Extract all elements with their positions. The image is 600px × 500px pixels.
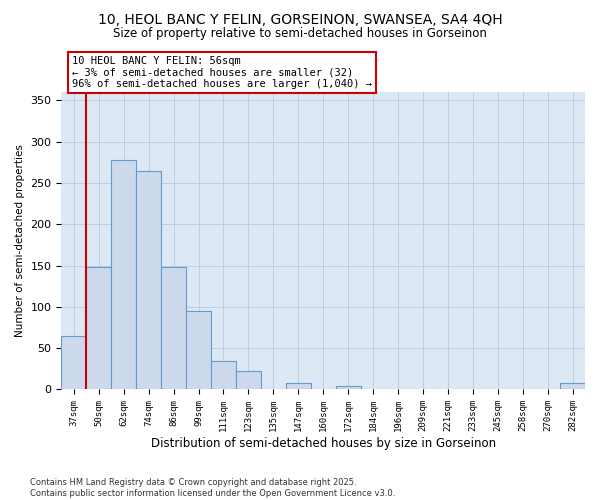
Text: Contains HM Land Registry data © Crown copyright and database right 2025.
Contai: Contains HM Land Registry data © Crown c…	[30, 478, 395, 498]
Bar	[186, 311, 211, 390]
Bar	[286, 383, 311, 390]
Y-axis label: Number of semi-detached properties: Number of semi-detached properties	[15, 144, 25, 337]
Text: 10, HEOL BANC Y FELIN, GORSEINON, SWANSEA, SA4 4QH: 10, HEOL BANC Y FELIN, GORSEINON, SWANSE…	[98, 12, 502, 26]
Bar	[61, 336, 86, 390]
Bar	[136, 170, 161, 390]
Bar	[161, 267, 186, 390]
Bar	[236, 372, 261, 390]
Bar	[335, 386, 361, 390]
Bar	[211, 360, 236, 390]
X-axis label: Distribution of semi-detached houses by size in Gorseinon: Distribution of semi-detached houses by …	[151, 437, 496, 450]
Text: Size of property relative to semi-detached houses in Gorseinon: Size of property relative to semi-detach…	[113, 28, 487, 40]
Bar	[560, 383, 585, 390]
Text: 10 HEOL BANC Y FELIN: 56sqm
← 3% of semi-detached houses are smaller (32)
96% of: 10 HEOL BANC Y FELIN: 56sqm ← 3% of semi…	[72, 56, 372, 89]
Bar	[111, 160, 136, 390]
Bar	[86, 267, 111, 390]
